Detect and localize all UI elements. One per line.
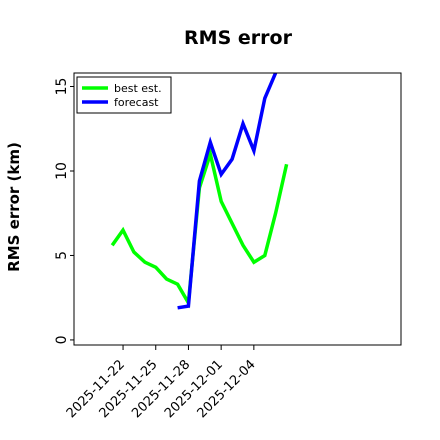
legend-box [76,76,172,114]
legend: best est.forecast [76,76,172,114]
y-tick-label: 5 [54,251,70,260]
y-tick-label: 10 [54,162,70,180]
y-tick-label: 15 [54,78,70,96]
y-axis: 0 5 10 15 [54,78,74,344]
legend-label: forecast [114,96,159,109]
chart-title: RMS error [184,27,293,49]
y-tick-label: 0 [54,335,70,344]
x-axis: 2025-11-222025-11-252025-11-282025-12-01… [64,345,259,421]
plot-frame [73,72,402,346]
legend-label: best est. [114,82,162,95]
y-axis-label: RMS error (km) [5,142,23,272]
series-layer [110,73,289,310]
series-line-forecast [177,73,278,310]
